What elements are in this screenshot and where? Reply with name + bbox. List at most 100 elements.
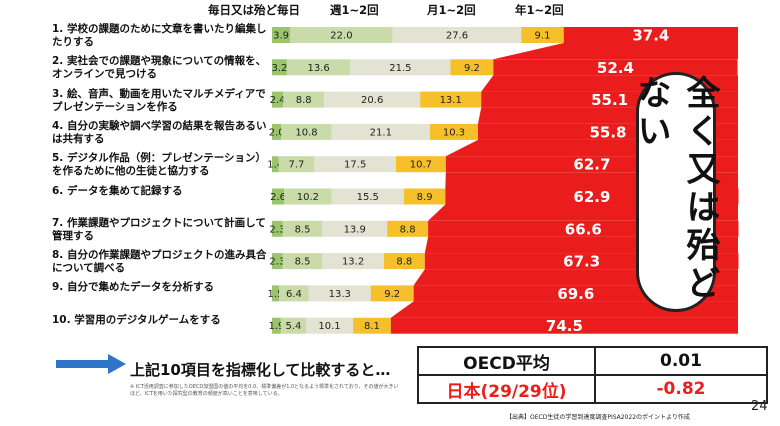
japan-value: -0.82	[594, 374, 768, 404]
bar-segment	[353, 317, 391, 334]
data-label: 21.5	[389, 63, 411, 74]
legend-label-weekly: 週1~2回	[330, 3, 379, 17]
data-label: 2.3	[269, 224, 285, 235]
bar-segment	[308, 285, 371, 302]
bar-segment	[283, 91, 325, 108]
data-label: 7.7	[289, 160, 305, 171]
japan-row: 日本(29/29位) -0.82	[417, 374, 768, 404]
bar-segment	[272, 253, 283, 270]
bar-segment	[306, 317, 354, 334]
bar-segment	[403, 188, 446, 205]
oecd-value: 0.01	[594, 346, 768, 376]
data-label: 52.4	[597, 59, 634, 77]
bar-segment	[282, 220, 323, 237]
category-label: 4. 自分の実験や調べ学習の結果を報告あるいは共有する	[52, 119, 267, 145]
data-label: 13.9	[344, 224, 366, 235]
data-label: 8.5	[295, 257, 311, 268]
data-label: 13.6	[307, 63, 329, 74]
bar-segment	[370, 285, 414, 302]
data-label: 55.1	[591, 91, 628, 109]
data-label: 66.6	[565, 220, 602, 238]
data-label: 10.8	[295, 127, 317, 138]
data-label: 8.5	[295, 224, 311, 235]
bar-segment	[383, 253, 425, 270]
data-label: 55.8	[589, 123, 626, 141]
bar-segment	[272, 285, 279, 302]
category-label: 6. データを集めて記録する	[52, 184, 183, 197]
bar-segment	[390, 317, 738, 334]
data-label: 10.2	[297, 192, 319, 203]
data-label: 9.2	[384, 289, 400, 300]
bar-segment	[395, 156, 446, 173]
data-label: 62.9	[573, 188, 610, 206]
data-label: 27.6	[446, 31, 468, 42]
data-label: 8.8	[296, 95, 312, 106]
bar-segment	[278, 156, 315, 173]
bar-segment	[493, 59, 738, 76]
japan-label: 日本(29/29位)	[417, 374, 596, 404]
bar-segment	[284, 188, 332, 205]
data-label: 13.2	[342, 257, 364, 268]
data-label: 3.9	[273, 31, 289, 42]
bar-segment	[272, 188, 285, 205]
data-label: 2.6	[270, 192, 286, 203]
data-label: 37.4	[632, 27, 669, 45]
data-label: 1.9	[268, 321, 284, 332]
category-label: 5. デジタル作品（例：プレゼンテーション）を作るために他の生徒と協力する	[52, 152, 267, 178]
bar-segment	[387, 220, 429, 237]
bar-segment	[563, 27, 738, 43]
bar-segment	[322, 220, 388, 237]
oecd-row: OECD平均 0.01	[417, 346, 768, 376]
bar-segment	[324, 91, 421, 108]
oecd-label: OECD平均	[417, 346, 596, 376]
summary-text: 上記10項目を指標化して比較すると…	[130, 361, 391, 379]
data-label: 2.0	[269, 127, 285, 138]
category-label: 9. 自分で集めたデータを分析する	[52, 281, 214, 294]
data-label: 2.3	[269, 257, 285, 268]
bar-segment	[350, 59, 451, 76]
data-label: 17.5	[344, 160, 366, 171]
category-label: 7. 作業課題やプロジェクトについて計画して管理する	[52, 216, 266, 242]
bar-segment	[272, 156, 279, 173]
legend-label-daily: 毎日又は殆ど毎日	[208, 3, 300, 17]
source-note: 【出典】OECD生徒の学習到達度調査PISA2022のポイントより作成	[506, 414, 690, 421]
data-label: 2.4	[270, 95, 286, 106]
data-label: 21.1	[370, 127, 392, 138]
data-label: 10.3	[443, 127, 465, 138]
bar-segment	[272, 317, 281, 334]
data-label: 8.8	[400, 224, 416, 235]
connector-band	[390, 301, 738, 318]
bar-segment	[392, 27, 522, 43]
legend-label-yearly: 年1~2回	[515, 3, 564, 17]
bar-segment	[450, 59, 494, 76]
category-label: 1. 学校の課題のために文章を書いたり編集したりする	[52, 23, 267, 48]
bar-segment	[278, 285, 309, 302]
category-label: 3. 絵、音声、動画を用いたマルチメディアでプレゼンテーションを作る	[52, 87, 266, 113]
bar-segment	[429, 123, 478, 140]
bar-segment	[286, 59, 351, 76]
data-label: 8.1	[364, 321, 380, 332]
category-label: 8. 自分の作業課題やプロジェクトの進み具合について調べる	[52, 249, 267, 275]
data-label: 5.4	[285, 321, 301, 332]
bar-segment	[280, 317, 307, 334]
data-label: 10.7	[410, 160, 432, 171]
category-label: 10. 学習用のデジタルゲームをする	[52, 313, 221, 326]
bar-segment	[331, 123, 430, 140]
data-label: 9.2	[464, 63, 480, 74]
data-label: 74.5	[546, 317, 583, 335]
bar-segment	[272, 220, 283, 237]
data-label: 1.4	[267, 160, 283, 171]
bar-segment	[282, 253, 323, 270]
bar-segment	[420, 91, 482, 108]
bar-segment	[272, 91, 284, 108]
data-label: 9.1	[535, 31, 551, 42]
bar-segment	[331, 188, 404, 205]
data-label: 67.3	[563, 253, 600, 271]
page-number: 24	[751, 399, 768, 414]
legend-label-monthly: 月1~2回	[427, 3, 476, 17]
data-label: 10.1	[318, 321, 340, 332]
index-table: OECD平均 0.01 日本(29/29位) -0.82	[417, 346, 768, 404]
data-label: 3.2	[272, 63, 288, 74]
data-label: 8.9	[417, 192, 433, 203]
data-label: 62.7	[573, 156, 610, 174]
